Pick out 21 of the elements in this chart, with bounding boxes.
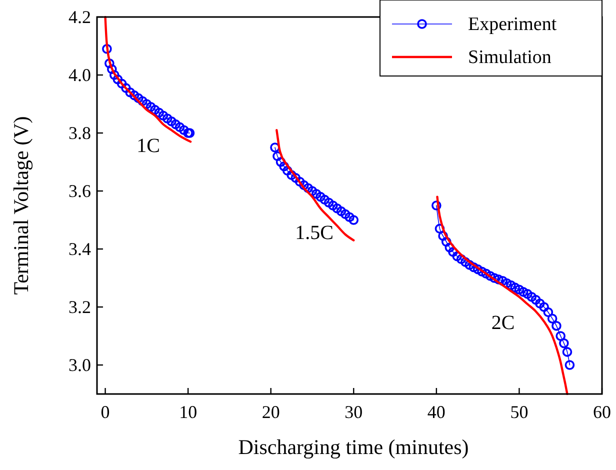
x-tick-label: 50 [510, 402, 528, 422]
x-tick-label: 40 [427, 402, 446, 422]
x-tick-label: 20 [262, 402, 280, 422]
y-axis-title: Terminal Voltage (V) [9, 116, 33, 295]
annotation: 2C [491, 312, 515, 334]
y-tick-label: 3.2 [68, 297, 91, 317]
y-tick-label: 4.0 [68, 65, 91, 85]
annotation: 1C [136, 135, 160, 157]
x-tick-label: 0 [100, 402, 110, 422]
x-tick-label: 30 [344, 402, 363, 422]
y-tick-label: 4.2 [68, 7, 91, 27]
x-tick-label: 10 [179, 402, 198, 422]
y-tick-label: 3.6 [68, 181, 91, 201]
x-tick-label: 60 [593, 402, 611, 422]
y-tick-label: 3.8 [68, 123, 91, 143]
x-axis-title: Discharging time (minutes) [238, 435, 469, 459]
annotation: 1.5C [295, 222, 334, 244]
legend-label: Simulation [468, 47, 552, 68]
y-tick-label: 3.4 [68, 239, 91, 259]
y-tick-label: 3.0 [68, 355, 91, 375]
legend-label: Experiment [468, 14, 558, 35]
